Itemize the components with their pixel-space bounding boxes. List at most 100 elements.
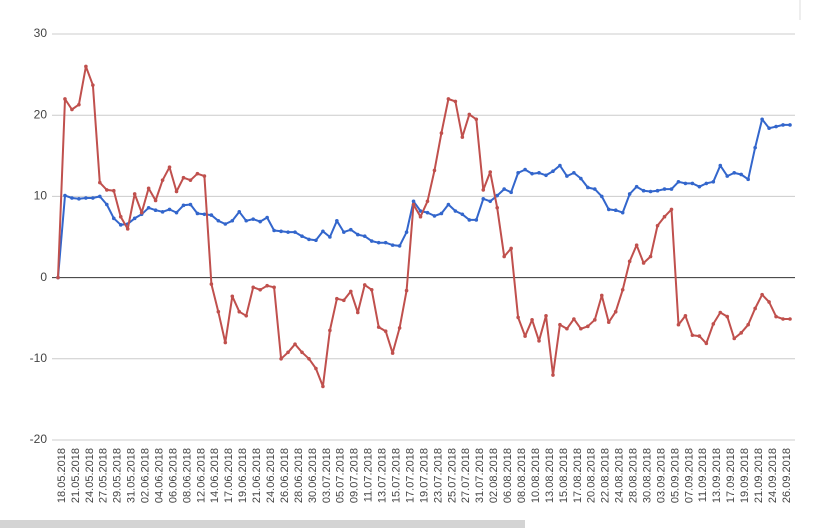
data-point [620, 287, 625, 292]
data-point [383, 240, 388, 245]
data-point [146, 205, 151, 210]
y-tick-label: 20 [34, 107, 48, 121]
data-point [537, 339, 541, 343]
data-point [579, 326, 583, 331]
data-point [690, 333, 695, 338]
data-point [467, 112, 472, 117]
data-point [404, 230, 409, 234]
data-point [349, 289, 353, 294]
data-point [460, 212, 465, 217]
x-tick-label: 14.06.2018 [209, 448, 221, 503]
x-tick-label: 29.05.2018 [112, 448, 124, 503]
x-tick-label: 30.08.2018 [641, 448, 653, 503]
data-point [91, 83, 95, 87]
data-point [355, 310, 360, 315]
data-point [56, 275, 60, 280]
y-tick-label: 30 [34, 26, 48, 40]
data-point [98, 194, 102, 199]
x-tick-label: 05.07.2018 [335, 448, 347, 503]
x-tick-label: 24.05.2018 [84, 448, 96, 503]
data-point [342, 298, 346, 303]
data-point [286, 230, 290, 234]
data-point [188, 178, 193, 182]
data-point [474, 117, 479, 122]
data-point [732, 336, 737, 341]
data-point [397, 326, 402, 330]
data-point [774, 124, 778, 129]
data-point [174, 189, 179, 194]
data-point [181, 203, 186, 208]
data-point [495, 193, 500, 198]
x-tick-label: 06.08.2018 [502, 448, 514, 503]
x-tick-label: 17.08.2018 [572, 448, 584, 503]
data-point [244, 218, 249, 223]
data-point [781, 317, 785, 321]
data-point [558, 322, 562, 327]
data-point [77, 197, 81, 201]
data-point [328, 235, 332, 239]
data-point [258, 219, 262, 224]
data-point [307, 357, 311, 361]
data-point [718, 163, 723, 168]
data-point [411, 202, 416, 207]
data-point [697, 184, 702, 189]
data-point [314, 238, 318, 243]
data-point [788, 317, 792, 321]
x-tick-label: 06.06.2018 [167, 448, 179, 503]
data-point [683, 313, 688, 318]
data-point [746, 177, 750, 182]
data-point [774, 314, 778, 319]
data-point [572, 171, 576, 175]
data-point [767, 126, 771, 130]
data-point [725, 314, 730, 319]
data-point [593, 187, 597, 191]
data-point [662, 214, 667, 219]
x-tick-label: 26.09.2018 [781, 448, 793, 503]
data-point [704, 181, 709, 186]
data-point [404, 288, 409, 293]
data-point [676, 179, 681, 184]
data-point [690, 181, 695, 186]
data-point [676, 322, 681, 327]
data-point [495, 205, 500, 210]
data-point [118, 223, 123, 227]
x-tick-label: 20.08.2018 [586, 448, 598, 503]
data-point [223, 340, 228, 345]
data-point [613, 309, 618, 314]
data-point [586, 185, 590, 190]
scrollbar[interactable] [0, 520, 525, 528]
x-tick-label: 21.09.2018 [753, 448, 765, 503]
data-point [160, 178, 165, 182]
data-point [593, 318, 597, 322]
data-point [153, 208, 158, 213]
data-point [63, 193, 67, 198]
x-tick-label: 26.06.2018 [279, 448, 291, 503]
x-tick-label: 09.07.2018 [349, 448, 361, 503]
data-point [753, 145, 757, 150]
data-point [188, 202, 193, 207]
data-point [91, 196, 95, 200]
x-tick-label: 24.08.2018 [614, 448, 626, 503]
data-point [606, 320, 611, 325]
data-point [572, 317, 576, 321]
x-tick-label: 31.05.2018 [126, 448, 138, 503]
y-tick-label: -20 [30, 432, 48, 446]
data-point [265, 215, 269, 220]
data-point [446, 202, 451, 207]
data-point [342, 230, 346, 234]
y-tick-label: -10 [30, 351, 48, 365]
data-point [579, 176, 583, 181]
data-point [209, 282, 214, 286]
x-tick-label: 30.06.2018 [307, 448, 319, 503]
x-tick-label: 19.07.2018 [418, 448, 430, 503]
data-point [655, 188, 660, 193]
x-tick-label: 10.08.2018 [530, 448, 542, 503]
data-point [321, 229, 325, 234]
data-point [606, 207, 611, 212]
data-point [641, 261, 646, 265]
data-point [516, 171, 520, 175]
data-point [474, 218, 479, 222]
x-tick-label: 24.06.2018 [265, 448, 277, 503]
data-point [202, 212, 207, 217]
data-point [84, 64, 88, 69]
